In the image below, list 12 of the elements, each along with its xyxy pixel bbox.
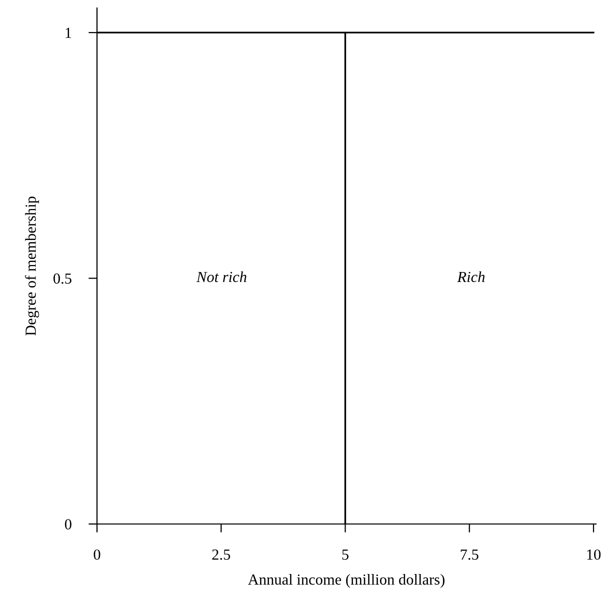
x-axis-title: Annual income (million dollars) — [248, 574, 444, 588]
x-tick-label: 7.5 — [460, 550, 478, 560]
x-tick-label: 5 — [342, 550, 348, 560]
annotation: Not rich — [196, 271, 246, 282]
annotation: Rich — [457, 271, 485, 282]
y-tick-label: 1 — [66, 28, 72, 38]
y-tick-label: 0 — [64, 519, 72, 530]
y-tick-label: 0.5 — [53, 273, 72, 284]
x-tick-label: 0 — [94, 549, 100, 560]
y-axis-title: Degree of membership — [24, 196, 40, 336]
x-tick-label: 10 — [587, 549, 601, 560]
x-tick-label: 2.5 — [212, 549, 230, 560]
